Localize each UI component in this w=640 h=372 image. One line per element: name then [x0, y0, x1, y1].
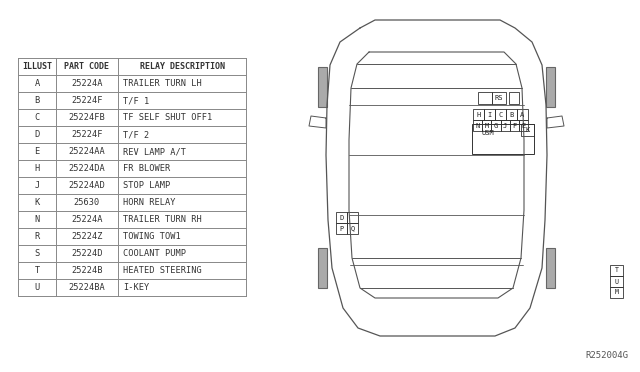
Text: M: M — [484, 122, 489, 128]
Text: RELAY DESCRIPTION: RELAY DESCRIPTION — [140, 62, 225, 71]
Bar — [500, 120, 509, 131]
Bar — [610, 265, 623, 276]
Text: 25224AA: 25224AA — [68, 147, 106, 156]
Bar — [519, 120, 528, 131]
Bar — [610, 287, 623, 298]
Text: M: M — [614, 289, 618, 295]
Text: USM: USM — [482, 130, 495, 136]
Text: 25224A: 25224A — [71, 79, 103, 88]
Text: 25224F: 25224F — [71, 96, 103, 105]
Bar — [478, 92, 492, 104]
Text: RS: RS — [495, 95, 503, 101]
Bar — [509, 92, 519, 104]
Text: N: N — [35, 215, 40, 224]
Text: K: K — [525, 127, 530, 133]
Text: H: H — [476, 112, 481, 118]
Bar — [318, 67, 327, 107]
Text: K: K — [35, 198, 40, 207]
Text: 25224FB: 25224FB — [68, 113, 106, 122]
Bar — [610, 276, 623, 287]
Bar — [492, 120, 500, 131]
Text: D: D — [339, 215, 344, 221]
Text: 25224A: 25224A — [71, 215, 103, 224]
Text: J: J — [35, 181, 40, 190]
Text: 25224D: 25224D — [71, 249, 103, 258]
Bar — [473, 120, 482, 131]
Text: G: G — [494, 122, 498, 128]
Text: 25224BA: 25224BA — [68, 283, 106, 292]
Bar — [484, 109, 495, 120]
Text: T: T — [35, 266, 40, 275]
Text: E: E — [522, 122, 525, 128]
Text: ILLUST: ILLUST — [22, 62, 52, 71]
Text: N: N — [476, 122, 480, 128]
Text: A: A — [35, 79, 40, 88]
Text: PART CODE: PART CODE — [65, 62, 109, 71]
Bar — [546, 67, 555, 107]
Bar — [521, 124, 534, 136]
Text: R: R — [35, 232, 40, 241]
Bar — [347, 212, 358, 223]
Text: U: U — [35, 283, 40, 292]
Text: 25224B: 25224B — [71, 266, 103, 275]
Text: COOLANT PUMP: COOLANT PUMP — [123, 249, 186, 258]
Text: 25630: 25630 — [74, 198, 100, 207]
Text: R252004G: R252004G — [585, 351, 628, 360]
Text: T/F 2: T/F 2 — [123, 130, 149, 139]
Text: TRAILER TURN RH: TRAILER TURN RH — [123, 215, 202, 224]
Text: S: S — [35, 249, 40, 258]
Text: C: C — [35, 113, 40, 122]
Text: FR BLOWER: FR BLOWER — [123, 164, 170, 173]
Bar — [318, 248, 327, 288]
Bar — [506, 109, 517, 120]
Text: 25224F: 25224F — [71, 130, 103, 139]
Bar — [495, 109, 506, 120]
Text: E: E — [35, 147, 40, 156]
Bar — [336, 212, 347, 223]
Bar — [347, 223, 358, 234]
Text: HEATED STEERING: HEATED STEERING — [123, 266, 202, 275]
Bar — [336, 223, 347, 234]
Bar — [482, 120, 492, 131]
Bar — [472, 124, 534, 154]
Text: U: U — [614, 279, 618, 285]
Text: B: B — [509, 112, 514, 118]
Text: TRAILER TURN LH: TRAILER TURN LH — [123, 79, 202, 88]
Bar — [546, 248, 555, 288]
Text: P: P — [339, 225, 344, 231]
Text: TOWING TOW1: TOWING TOW1 — [123, 232, 180, 241]
Text: 25224Z: 25224Z — [71, 232, 103, 241]
Text: I-KEY: I-KEY — [123, 283, 149, 292]
Text: F: F — [512, 122, 516, 128]
Text: B: B — [35, 96, 40, 105]
Text: Q: Q — [350, 225, 355, 231]
Text: J: J — [503, 122, 508, 128]
Text: D: D — [35, 130, 40, 139]
Text: I: I — [488, 112, 492, 118]
Text: STOP LAMP: STOP LAMP — [123, 181, 170, 190]
Text: T/F 1: T/F 1 — [123, 96, 149, 105]
Text: T: T — [614, 267, 618, 273]
Text: H: H — [35, 164, 40, 173]
Text: REV LAMP A/T: REV LAMP A/T — [123, 147, 186, 156]
Bar — [492, 92, 506, 104]
Text: 25224AD: 25224AD — [68, 181, 106, 190]
Text: TF SELF SHUT OFF1: TF SELF SHUT OFF1 — [123, 113, 212, 122]
Text: A: A — [520, 112, 525, 118]
Bar — [473, 109, 484, 120]
Bar — [509, 120, 519, 131]
Text: C: C — [499, 112, 502, 118]
Text: HORN RELAY: HORN RELAY — [123, 198, 175, 207]
Bar — [517, 109, 528, 120]
Text: 25224DA: 25224DA — [68, 164, 106, 173]
